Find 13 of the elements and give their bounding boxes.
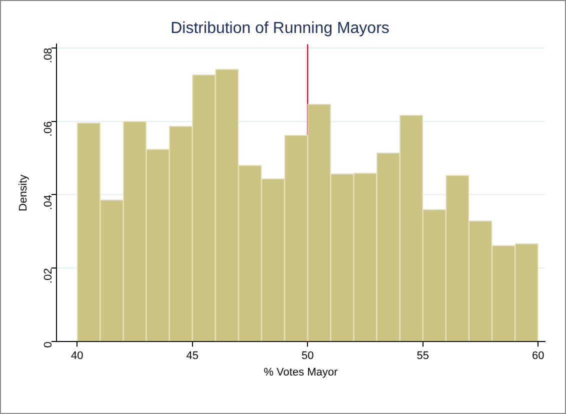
x-tick-label: 40 bbox=[71, 350, 84, 362]
y-tick-label: .08 bbox=[42, 48, 54, 64]
x-tick-label: 50 bbox=[301, 350, 314, 362]
x-axis-title: % Votes Mayor bbox=[264, 366, 338, 378]
x-tick-label: 60 bbox=[532, 350, 544, 362]
x-tick-label: 55 bbox=[416, 350, 429, 362]
y-axis-title: Density bbox=[18, 174, 30, 212]
chart-title: Distribution of Running Mayors bbox=[170, 20, 390, 38]
y-tick-label: 0 bbox=[42, 342, 54, 348]
y-tick-label: .02 bbox=[42, 268, 54, 284]
y-tick-label: .04 bbox=[42, 194, 54, 210]
y-tick-label: .06 bbox=[42, 121, 54, 137]
x-tick-label: 45 bbox=[186, 350, 199, 362]
